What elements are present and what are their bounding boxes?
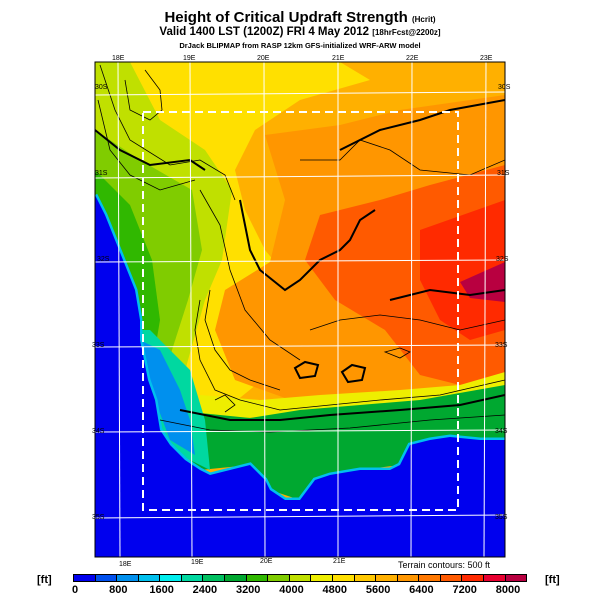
forecast-text: [18hrFcst@2200z] (372, 28, 441, 37)
coastal-cyan (140, 340, 195, 455)
terrain-contour-note: Terrain contours: 500 ft (398, 560, 491, 570)
lon-label-top: 23E (480, 55, 493, 62)
map-title: Height of Critical Updraft Strength (Hcr… (0, 9, 600, 26)
color-swatch (160, 575, 182, 581)
bright-red-region (420, 200, 505, 340)
lon-label-bottom: 21E (333, 558, 346, 565)
color-swatch (246, 575, 269, 581)
colorbar-tick-label: 5600 (365, 584, 391, 596)
color-swatch (117, 575, 139, 581)
color-swatch (181, 575, 204, 581)
colorbar-tick-label: 6400 (409, 584, 434, 596)
lon-label-top: 21E (332, 55, 345, 62)
color-swatch (203, 575, 226, 581)
colorbar-tick-label: 1600 (149, 584, 174, 596)
color-swatch (419, 575, 441, 581)
title-units: (Hcrit) (411, 15, 436, 24)
color-swatch (505, 575, 527, 581)
colorbar-tick-label: 800 (109, 584, 128, 596)
color-swatch (440, 575, 463, 581)
lon-label-top: 19E (183, 55, 196, 62)
color-swatch (311, 575, 333, 581)
color-swatch (138, 575, 161, 581)
lat-label-left: 30S (95, 84, 108, 91)
lon-label-bottom: 19E (191, 559, 204, 566)
color-scale-bar (73, 574, 527, 582)
unit-label-right: [ft] (545, 574, 560, 586)
colorbar-tick-label: 7200 (452, 584, 477, 596)
lat-label-right: 33S (495, 342, 508, 349)
unit-label-left: [ft] (37, 574, 52, 586)
color-swatch (376, 575, 398, 581)
lat-label-left: 35S (92, 514, 105, 521)
title-text: Height of Critical Updraft Strength (164, 9, 408, 26)
color-swatch (74, 575, 96, 581)
lat-label-left: 34S (92, 428, 105, 435)
ocean (95, 195, 505, 557)
colorbar-tick-label: 2400 (192, 584, 218, 596)
color-swatch (462, 575, 484, 581)
valid-time: Valid 1400 LST (1200Z) FRI 4 May 2012 [1… (0, 26, 600, 38)
lon-label-top: 18E (112, 55, 125, 62)
lat-lon-grid (95, 62, 505, 557)
lat-label-right: 35S (495, 514, 508, 521)
lat-label-left: 32S (97, 256, 110, 263)
inner-domain-box (142, 111, 459, 511)
lat-label-left: 31S (95, 170, 108, 177)
yellow-south-band (200, 372, 505, 420)
lon-label-bottom: 20E (260, 558, 273, 565)
valid-text: Valid 1400 LST (1200Z) FRI 4 May 2012 (159, 26, 370, 38)
lat-label-right: 30S (498, 84, 511, 91)
color-swatch (95, 575, 118, 581)
color-swatch (397, 575, 420, 581)
colorbar-tick-label: 0 (71, 584, 79, 596)
color-swatch (483, 575, 506, 581)
color-swatch (289, 575, 312, 581)
lat-label-right: 34S (495, 428, 508, 435)
lon-label-bottom: 18E (119, 561, 132, 568)
model-info: DrJack BLIPMAP from RASP 12km GFS-initia… (179, 41, 421, 50)
lat-label-right: 31S (497, 170, 510, 177)
colorbar-tick-label: 3200 (235, 584, 261, 596)
lon-label-top: 20E (257, 55, 270, 62)
color-swatch (354, 575, 377, 581)
colorbar-tick-label: 4800 (322, 584, 348, 596)
colorbar-tick-label: 4000 (279, 584, 304, 596)
lat-label-right: 32S (496, 256, 509, 263)
lat-label-left: 33S (92, 342, 105, 349)
color-swatch (268, 575, 290, 581)
color-swatch (332, 575, 355, 581)
map-border (94, 61, 506, 558)
south-coast-green (160, 385, 505, 500)
terrain-contours (95, 64, 505, 433)
color-swatch (225, 575, 247, 581)
colorbar-tick-label: 8000 (495, 584, 521, 596)
lon-label-top: 22E (406, 55, 419, 62)
